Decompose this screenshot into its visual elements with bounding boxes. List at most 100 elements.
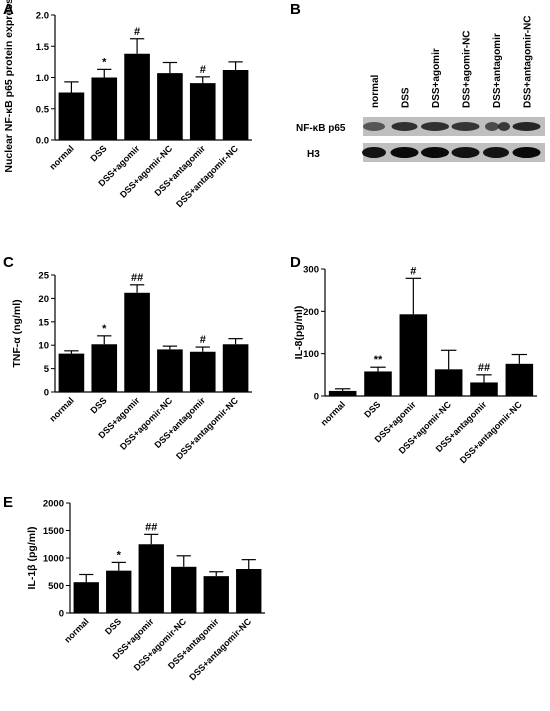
blot-row-label-nfkb: NF-κB p65 (296, 123, 346, 134)
chart-tnf-alpha: 0 5 10 15 20 25 TNF-α (ng/ml) normal * DSS ## DSS+a… (11, 271, 252, 461)
y-tick-label: 100 (303, 349, 319, 360)
y-tick-label: 300 (303, 265, 319, 276)
bar (236, 569, 262, 613)
significance-marker: # (410, 265, 416, 277)
bar (434, 369, 463, 396)
significance-marker: * (102, 323, 107, 335)
blot-lane-label: normal (370, 74, 381, 108)
significance-marker: # (134, 26, 140, 38)
blot-band-nfkb (363, 122, 385, 131)
y-tick-label: 2.0 (36, 11, 49, 22)
y-tick-label: 500 (48, 581, 64, 592)
chart-il-8: 0100200300IL-8(pg/ml)normal**DSS#DSS+ago… (293, 265, 537, 465)
significance-marker: * (102, 56, 107, 68)
chart-nfkb-p65: 0.0 0.5 1.0 1.5 2.0 Nuclear NF-κB p65 protein… (3, 0, 252, 209)
y-axis-label: TNF-α (ng/ml) (11, 299, 23, 367)
significance-marker: # (200, 334, 206, 346)
bar (222, 344, 249, 392)
x-category-label: DSS (89, 395, 109, 415)
blot-band-nfkb (485, 122, 499, 131)
bar (189, 83, 216, 140)
y-tick-label: 0 (59, 609, 64, 620)
significance-marker: ## (131, 272, 143, 284)
bar (222, 70, 249, 140)
bar (58, 353, 85, 392)
y-tick-label: 0 (314, 392, 319, 403)
bar (157, 73, 183, 140)
x-category-label: DSS (89, 143, 109, 163)
x-category-label: DSS+antagomir-NC (187, 616, 253, 682)
bar (328, 390, 357, 396)
y-tick-label: 0.5 (36, 104, 50, 115)
x-category-label: DSS (362, 399, 382, 419)
bar (364, 371, 392, 396)
panel-label-e: E (3, 494, 13, 511)
bar (138, 544, 164, 613)
blot-row-label-h3: H3 (307, 149, 320, 160)
panel-label-d: D (290, 254, 301, 271)
blot-band-nfkb (498, 122, 510, 131)
bar (124, 292, 150, 392)
blot-band-h3 (451, 147, 480, 158)
x-category-label: DSS (103, 616, 123, 636)
significance-marker: ** (374, 354, 383, 366)
y-tick-label: 1.5 (36, 42, 50, 53)
blot-band-nfkb (421, 122, 449, 131)
x-category-label: DSS+antagomir-NC (174, 143, 240, 209)
x-category-label: DSS+antagomir-NC (174, 395, 240, 461)
blot-band-h3 (483, 147, 509, 158)
x-category-label: DSS+antagomir-NC (458, 399, 524, 465)
y-tick-label: 0.0 (36, 136, 49, 147)
y-tick-label: 2000 (43, 499, 64, 510)
panel-label-a: A (3, 1, 14, 18)
bar (91, 77, 118, 140)
bar (91, 344, 118, 392)
blot-band-nfkb (451, 122, 480, 131)
y-tick-label: 0 (44, 388, 49, 399)
blot-band-h3 (421, 147, 449, 158)
blot-lane-label: DSS+agomir (431, 48, 442, 108)
bar (106, 570, 132, 613)
y-tick-label: 1500 (43, 526, 64, 537)
bar (171, 566, 197, 613)
significance-marker: ## (145, 521, 157, 533)
blot-bands (362, 122, 541, 158)
blot-lane-labels: normal DSS DSS+agomir DSS+agomir-NC DSS+anta… (370, 15, 534, 108)
bar (505, 363, 534, 396)
significance-marker: * (117, 549, 122, 561)
panel-label-b: B (290, 1, 301, 18)
bar (399, 314, 428, 396)
bar (203, 576, 229, 613)
blot-band-nfkb (512, 122, 541, 131)
y-tick-label: 200 (303, 307, 319, 318)
bar (470, 382, 498, 396)
y-tick-label: 15 (38, 317, 49, 328)
blot-lane-label: DSS (401, 87, 412, 108)
y-tick-label: 25 (38, 271, 49, 282)
x-category-label: normal (319, 399, 347, 427)
x-category-label: normal (48, 395, 76, 423)
chart-il-1beta: 0 500 1000 1500 2000 IL-1β (pg/ml) normal * DSS #… (26, 499, 265, 682)
bar (73, 582, 99, 613)
x-category-label: normal (48, 143, 76, 171)
y-tick-label: 20 (38, 294, 49, 305)
blot-band-h3 (512, 147, 541, 158)
blot-lane-label: DSS+agomir-NC (462, 30, 473, 108)
blot-band-h3 (390, 147, 419, 158)
y-tick-label: 5 (44, 364, 50, 375)
y-axis-label: Nuclear NF-κB p65 protein expression (3, 0, 15, 173)
panel-label-c: C (3, 254, 14, 271)
bar (189, 351, 216, 392)
significance-marker: ## (478, 362, 490, 374)
y-axis-label: IL-1β (pg/ml) (26, 527, 38, 590)
y-tick-label: 1000 (43, 554, 64, 565)
x-category-label: normal (62, 616, 90, 644)
y-axis-label: IL-8(pg/ml) (293, 306, 305, 360)
blot-lane-label: DSS+antagomir-NC (523, 15, 534, 108)
bar (157, 349, 183, 392)
blot-band-nfkb (391, 122, 418, 131)
blot-band-h3 (362, 147, 386, 158)
bar (124, 53, 150, 140)
blot-lane-label: DSS+antagomir (492, 33, 503, 108)
